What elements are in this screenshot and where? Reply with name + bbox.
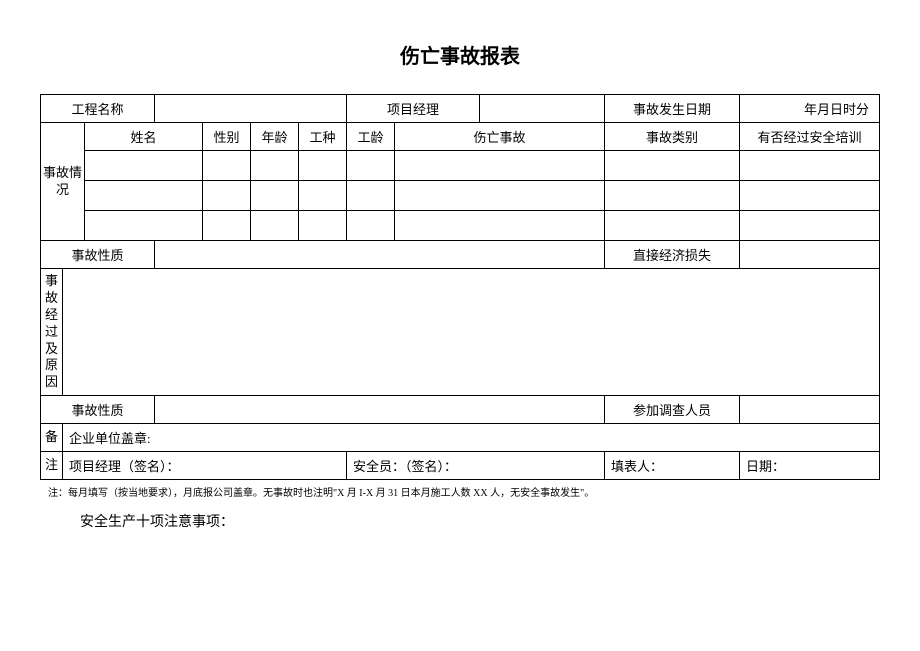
cell-age-3 bbox=[251, 211, 299, 241]
cell-casualty-3 bbox=[395, 211, 605, 241]
header-casualty: 伤亡事故 bbox=[395, 123, 605, 151]
nature1-value bbox=[155, 241, 605, 269]
cell-training-2 bbox=[740, 181, 880, 211]
cell-name-3 bbox=[85, 211, 203, 241]
filler: 填表人： bbox=[605, 452, 740, 480]
situation-vlabel: 事故情况 bbox=[41, 123, 85, 241]
pm-sign: 项目经理（签名）： bbox=[63, 452, 347, 480]
cell-name-1 bbox=[85, 151, 203, 181]
header-training: 有否经过安全培训 bbox=[740, 123, 880, 151]
pm-label: 项目经理 bbox=[347, 95, 480, 123]
header-age: 年龄 bbox=[251, 123, 299, 151]
loss-label: 直接经济损失 bbox=[605, 241, 740, 269]
cell-job-3 bbox=[299, 211, 347, 241]
cell-job-1 bbox=[299, 151, 347, 181]
remarks-vlabel-2: 注 bbox=[41, 452, 63, 480]
header-category: 事故类别 bbox=[605, 123, 740, 151]
cell-training-3 bbox=[740, 211, 880, 241]
footnote: 注：每月填写（按当地要求），月底报公司盖章。无事故时也注明"X 月 I-X 月 … bbox=[40, 484, 880, 499]
cell-age-1 bbox=[251, 151, 299, 181]
doc-title: 伤亡事故报表 bbox=[40, 40, 880, 69]
sign-date: 日期： bbox=[740, 452, 880, 480]
cell-name-2 bbox=[85, 181, 203, 211]
report-table: 工程名称 项目经理 事故发生日期 年月日时分 事故情况 姓名 性别 年龄 工种 … bbox=[40, 94, 880, 480]
remarks-line1: 企业单位盖章: bbox=[63, 424, 880, 452]
loss-value bbox=[740, 241, 880, 269]
cell-gender-2 bbox=[203, 181, 251, 211]
remarks-vlabel-1: 备 bbox=[41, 424, 63, 452]
cell-seniority-2 bbox=[347, 181, 395, 211]
accident-date-label: 事故发生日期 bbox=[605, 95, 740, 123]
cell-job-2 bbox=[299, 181, 347, 211]
nature1-label: 事故性质 bbox=[41, 241, 155, 269]
cell-seniority-3 bbox=[347, 211, 395, 241]
cell-category-1 bbox=[605, 151, 740, 181]
cell-casualty-2 bbox=[395, 181, 605, 211]
pm-value bbox=[480, 95, 605, 123]
cell-training-1 bbox=[740, 151, 880, 181]
cell-casualty-1 bbox=[395, 151, 605, 181]
cell-age-2 bbox=[251, 181, 299, 211]
accident-date-value: 年月日时分 bbox=[740, 95, 880, 123]
nature2-value bbox=[155, 396, 605, 424]
cause-content bbox=[63, 269, 880, 396]
cell-gender-3 bbox=[203, 211, 251, 241]
safety-sign: 安全员：（签名）： bbox=[347, 452, 605, 480]
cell-gender-1 bbox=[203, 151, 251, 181]
cell-category-3 bbox=[605, 211, 740, 241]
header-gender: 性别 bbox=[203, 123, 251, 151]
header-name: 姓名 bbox=[85, 123, 203, 151]
cell-category-2 bbox=[605, 181, 740, 211]
subtitle: 安全生产十项注意事项： bbox=[40, 511, 880, 531]
participants-label: 参加调查人员 bbox=[605, 396, 740, 424]
cause-vlabel: 事故经过及原因 bbox=[41, 269, 63, 396]
project-name-value bbox=[155, 95, 347, 123]
header-seniority: 工龄 bbox=[347, 123, 395, 151]
nature2-label: 事故性质 bbox=[41, 396, 155, 424]
participants-value bbox=[740, 396, 880, 424]
header-job: 工种 bbox=[299, 123, 347, 151]
cell-seniority-1 bbox=[347, 151, 395, 181]
project-name-label: 工程名称 bbox=[41, 95, 155, 123]
